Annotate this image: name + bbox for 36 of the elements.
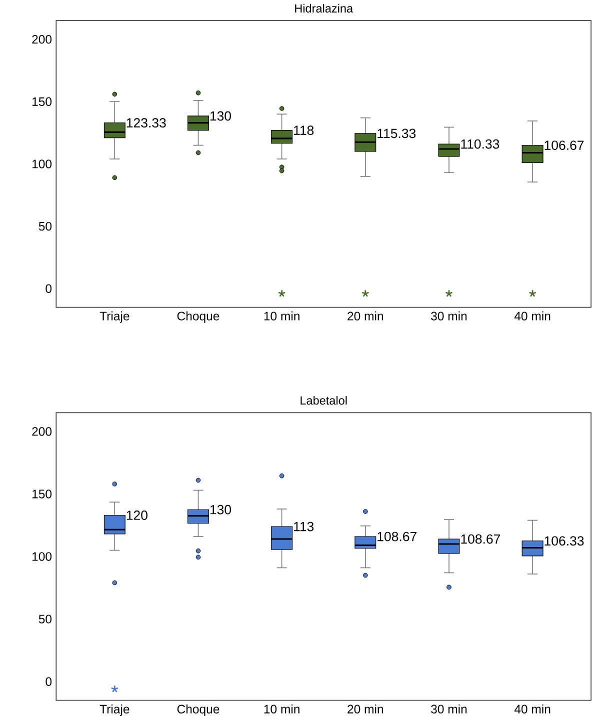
y-tick-label: 150 bbox=[32, 490, 52, 498]
annotation: 120 bbox=[126, 510, 148, 520]
x-tick-label: 40 min bbox=[514, 704, 550, 714]
y-tick-label: 0 bbox=[46, 284, 52, 293]
y-tick-label: 200 bbox=[32, 34, 52, 44]
x-tick-label: 20 min bbox=[348, 311, 383, 320]
annotation: 118 bbox=[294, 126, 314, 135]
annotation: 130 bbox=[210, 504, 232, 514]
x-tick-label: Choque bbox=[177, 704, 220, 716]
annotation: 110.33 bbox=[461, 139, 500, 149]
annotation: 108.67 bbox=[378, 532, 416, 542]
x-tick-label: 40 min bbox=[514, 311, 550, 320]
x-tick-label: 30 min bbox=[431, 704, 467, 714]
annotation: 130 bbox=[210, 111, 232, 121]
annotation: 108.67 bbox=[461, 534, 500, 544]
x-tick-label: 10 min bbox=[264, 704, 300, 714]
annotation: 123.33 bbox=[126, 118, 166, 128]
x-tick-label: 20 min bbox=[348, 704, 383, 714]
x-tick-label: 10 min bbox=[264, 311, 300, 320]
x-tick-label: Triaje bbox=[100, 311, 130, 323]
y-tick-label: 200 bbox=[32, 427, 52, 436]
y-tick-label: 100 bbox=[32, 552, 52, 561]
y-tick-label: 50 bbox=[38, 222, 52, 231]
y-tick-label: 100 bbox=[32, 160, 52, 168]
y-tick-label: 150 bbox=[32, 97, 52, 106]
annotation: 106.67 bbox=[544, 140, 584, 150]
chart-title: Hidralazina bbox=[295, 4, 354, 13]
y-tick-label: 50 bbox=[38, 614, 52, 624]
chart-title: Labetalol bbox=[300, 396, 347, 405]
annotation: 115.33 bbox=[378, 128, 416, 138]
x-tick-label: Choque bbox=[177, 311, 220, 323]
annotation: 106.33 bbox=[544, 536, 584, 546]
x-tick-label: 30 min bbox=[431, 311, 467, 320]
annotation: 113 bbox=[294, 522, 314, 532]
x-tick-label: Triaje bbox=[100, 704, 130, 716]
y-tick-label: 0 bbox=[46, 677, 52, 686]
